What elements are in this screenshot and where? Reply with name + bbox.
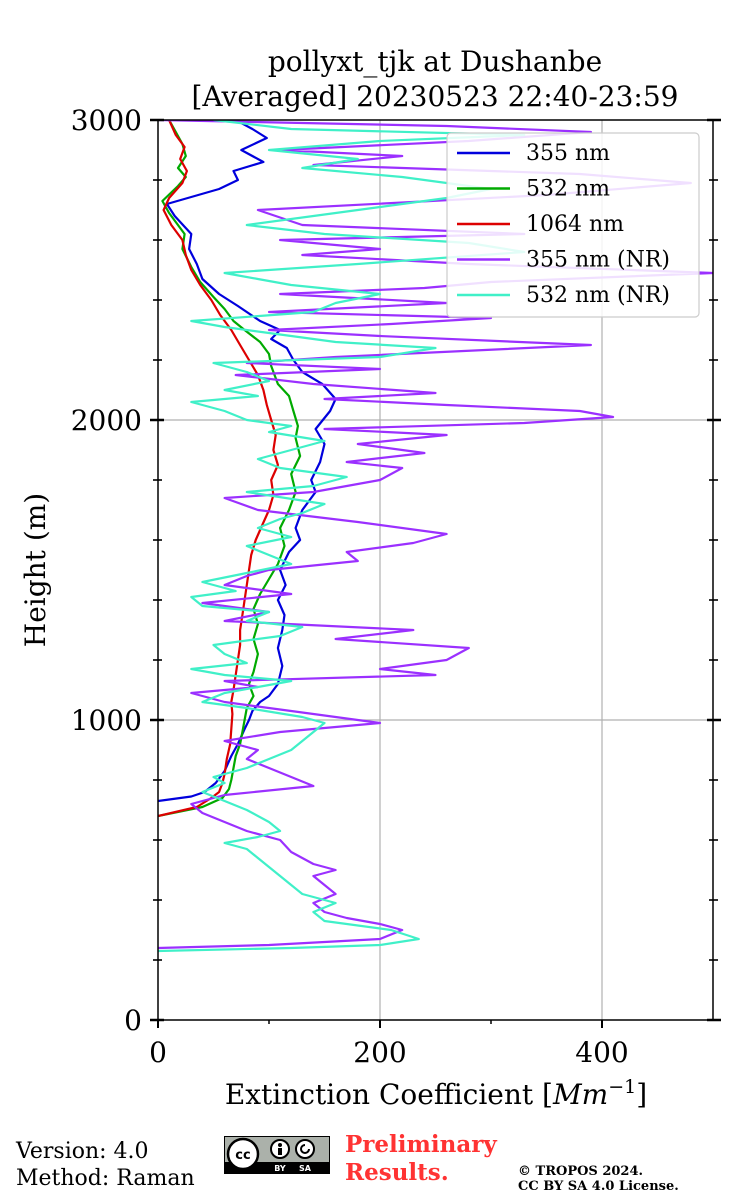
legend-box [446,132,700,318]
x-tick-label: 400 [575,1036,628,1069]
x-axis-label-exponent: −1 [608,1076,636,1098]
cc-circle-icon [226,1137,260,1171]
license-text: CC BY SA 4.0 License. [518,1179,679,1194]
y-axis-label: Height (m) [19,493,52,647]
method-text: Method: Raman [16,1166,195,1191]
chart-title: pollyxt_tjk at Dushanbe [268,45,602,78]
x-axis-label-main: Extinction Coefficient [ [225,1078,553,1111]
preliminary-results-notice: Preliminary Results. [345,1131,497,1187]
legend-label-0: 355 nm [526,141,610,166]
plot-frame [157,119,714,1021]
footer-info: Version: 4.0 Method: Raman [16,1138,195,1192]
results-text: Results. [345,1159,449,1186]
copyright-notice: © TROPOS 2024. CC BY SA 4.0 License. [518,1164,679,1194]
legend: 355 nm 532 nm 1064 nm 355 nm (NR) 532 nm (NR… [446,132,700,318]
series-line-1 [158,120,302,818]
legend-label-1: 532 nm [526,177,610,202]
x-axis-label-close: ] [636,1078,647,1111]
svg-text:cc: cc [235,1148,250,1163]
y-tick-label: 0 [124,1004,142,1037]
cc-by-sa-license-icon: cc BY SA [224,1136,330,1174]
x-axis-label: Extinction Coefficient [Mm−1] [225,1076,647,1111]
version-text: Version: 4.0 [16,1139,149,1164]
x-tick-label: 0 [149,1036,167,1069]
chart-subtitle: [Averaged] 20230523 22:40-23:59 [192,80,679,113]
series-line-0 [158,120,337,803]
y-tick-label: 3000 [71,104,142,137]
x-tick-label: 200 [353,1036,406,1069]
preliminary-text: Preliminary [345,1131,497,1158]
sa-share-alike-icon [295,1139,315,1159]
y-tick-label: 1000 [71,704,142,737]
y-tick-label: 2000 [71,404,142,437]
copyright-text: © TROPOS 2024. [518,1164,644,1179]
series-line-2 [158,120,279,818]
cc-sa-text: SA [299,1164,312,1173]
cc-by-text: BY [274,1164,286,1173]
x-axis-label-unit: Mm [552,1078,608,1111]
axis-ticks: 0 200 400 0 1000 2000 3000 [71,104,721,1069]
series-line-4 [158,120,526,953]
legend-label-4: 532 nm (NR) [526,283,670,308]
legend-label-2: 1064 nm [526,212,624,237]
legend-label-3: 355 nm (NR) [526,248,670,273]
